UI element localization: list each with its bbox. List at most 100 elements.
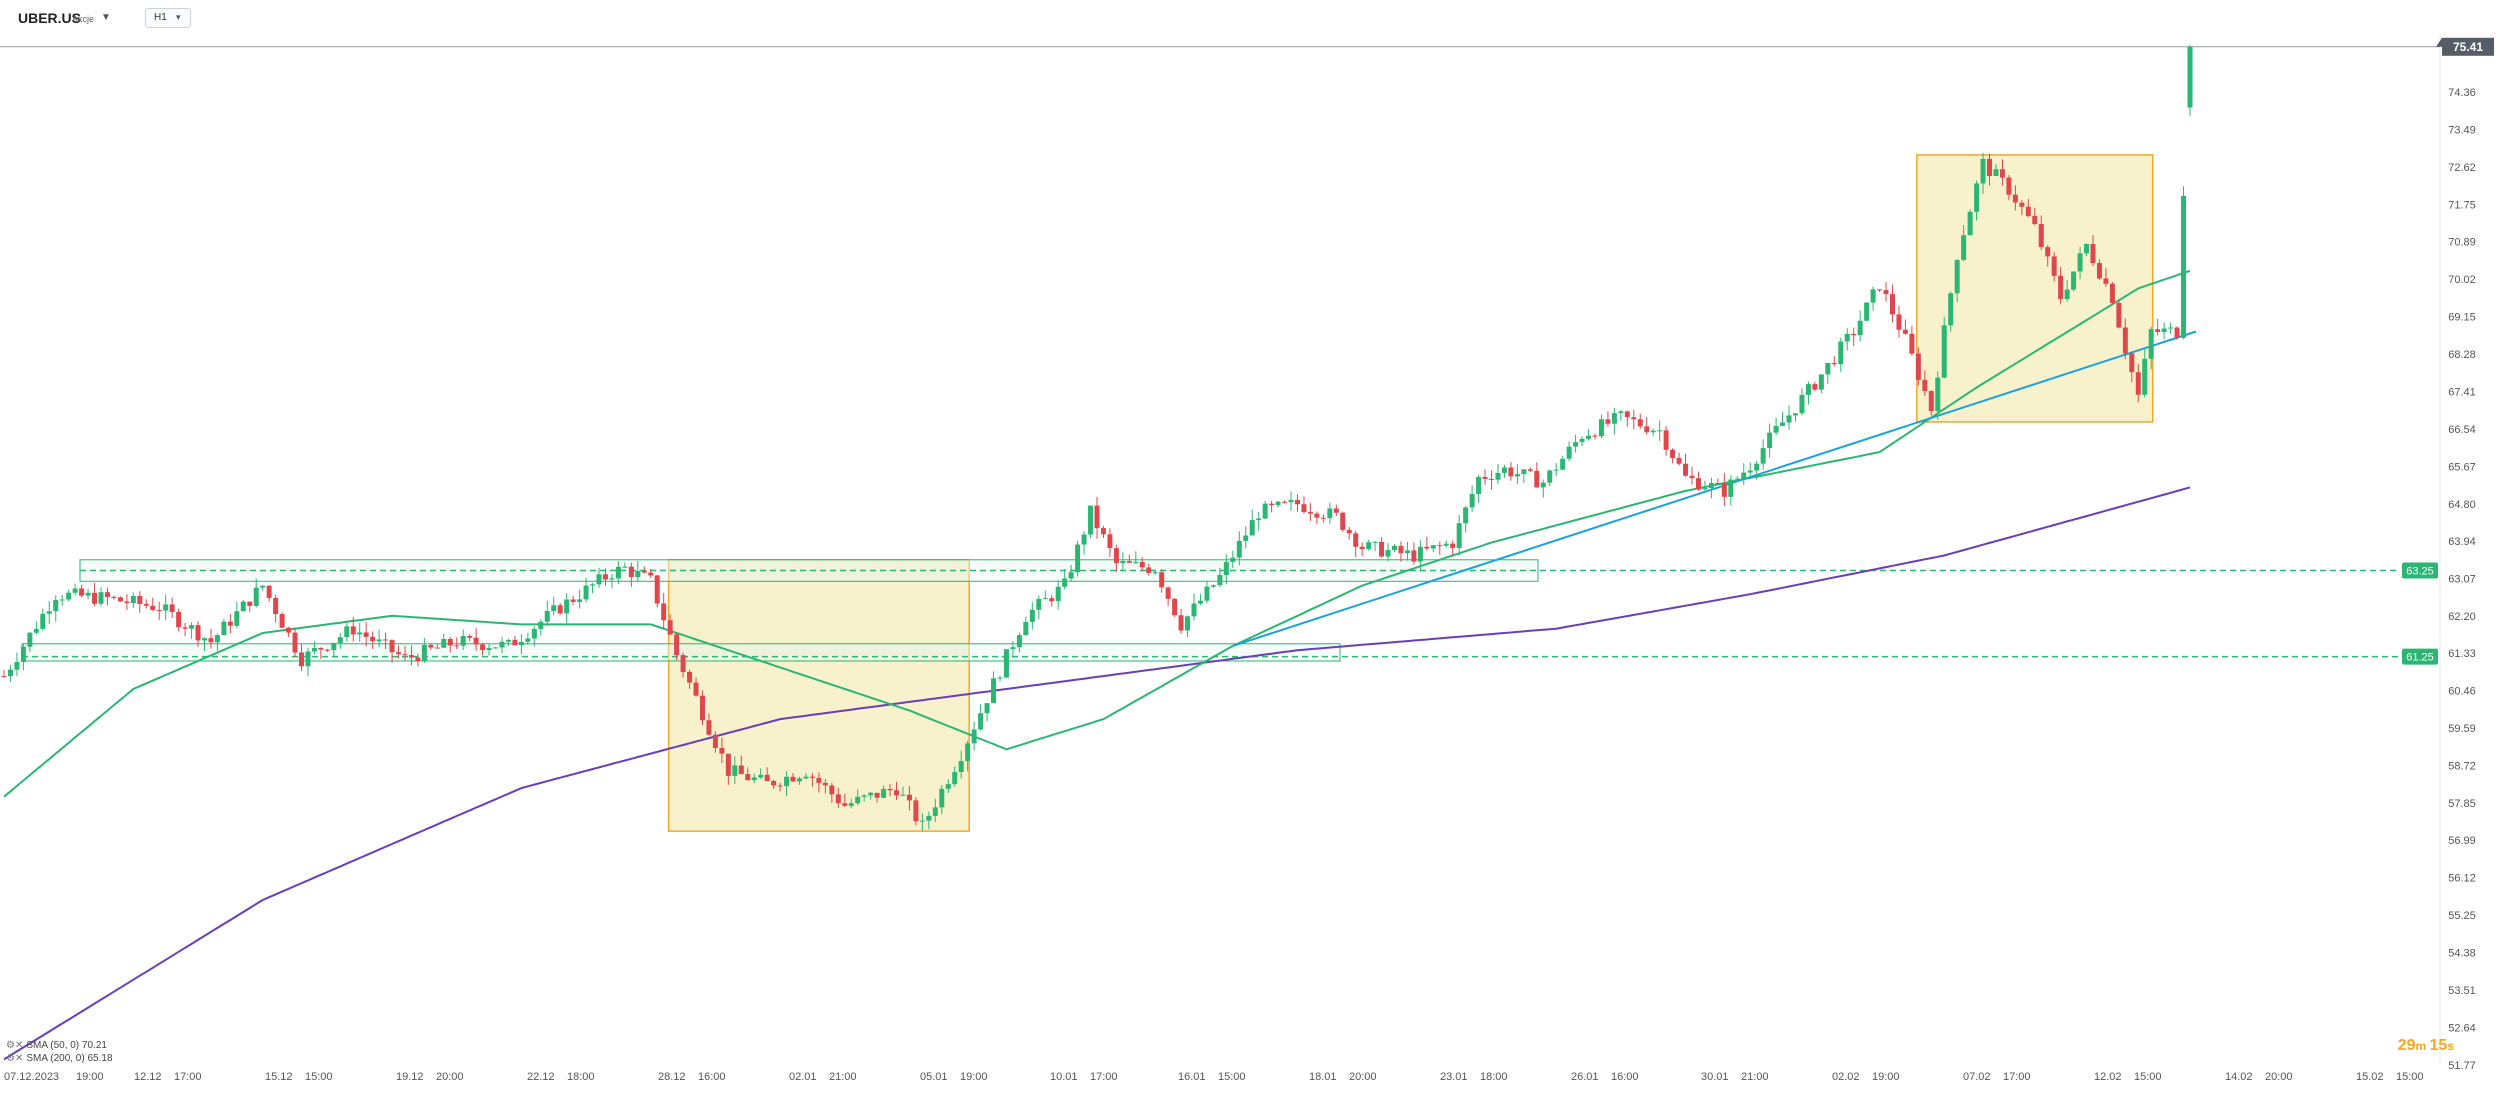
candle-body[interactable] <box>499 641 505 648</box>
candle-body[interactable] <box>906 794 912 801</box>
candle-body[interactable] <box>1644 426 1650 433</box>
candle-body[interactable] <box>2116 302 2122 328</box>
candle-body[interactable] <box>1223 561 1229 575</box>
candle-body[interactable] <box>1288 500 1294 503</box>
candle-body[interactable] <box>661 603 667 621</box>
candle-body[interactable] <box>137 595 143 604</box>
candle-body[interactable] <box>1249 520 1255 536</box>
candle-body[interactable] <box>978 713 984 730</box>
candle-body[interactable] <box>486 648 492 651</box>
candle-body[interactable] <box>1417 546 1423 562</box>
candle-body[interactable] <box>1999 169 2005 178</box>
candle-body[interactable] <box>505 639 511 642</box>
candle-body[interactable] <box>771 781 777 786</box>
candle-body[interactable] <box>881 788 887 798</box>
candle-body[interactable] <box>829 785 835 795</box>
candle-body[interactable] <box>1747 470 1753 473</box>
candle-body[interactable] <box>344 626 350 638</box>
candle-body[interactable] <box>1152 572 1158 574</box>
candle-body[interactable] <box>1113 548 1119 564</box>
candle-body[interactable] <box>1851 333 1857 336</box>
candle-body[interactable] <box>1320 517 1326 519</box>
candle-body[interactable] <box>1469 494 1475 508</box>
consolidation-box[interactable] <box>1916 154 2154 423</box>
candle-body[interactable] <box>1514 474 1520 477</box>
candle-body[interactable] <box>2058 275 2064 300</box>
candle-body[interactable] <box>1133 561 1139 563</box>
candle-body[interactable] <box>1534 470 1540 488</box>
candle-body[interactable] <box>402 654 408 656</box>
candle-body[interactable] <box>1974 183 1980 212</box>
candle-body[interactable] <box>855 796 861 804</box>
candle-body[interactable] <box>1333 508 1339 513</box>
candle-body[interactable] <box>1010 647 1016 650</box>
candle-body[interactable] <box>214 635 220 643</box>
candle-body[interactable] <box>628 566 634 578</box>
candle-body[interactable] <box>2077 253 2083 272</box>
candle-body[interactable] <box>1463 507 1469 524</box>
candle-body[interactable] <box>971 729 977 744</box>
candle-body[interactable] <box>1670 449 1676 459</box>
candle-body[interactable] <box>1780 422 1786 426</box>
candle-body[interactable] <box>1805 384 1811 395</box>
candle-body[interactable] <box>383 639 389 641</box>
candle-body[interactable] <box>1954 259 1960 294</box>
candle-body[interactable] <box>1605 419 1611 424</box>
candle-body[interactable] <box>635 571 641 578</box>
candle-body[interactable] <box>7 669 13 677</box>
candle-body[interactable] <box>266 585 272 598</box>
candle-body[interactable] <box>2148 329 2154 359</box>
candle-body[interactable] <box>984 703 990 714</box>
candle-body[interactable] <box>868 792 874 796</box>
candle-body[interactable] <box>428 644 434 648</box>
candle-body[interactable] <box>544 611 550 622</box>
candle-body[interactable] <box>111 596 117 598</box>
candle-body[interactable] <box>1197 600 1203 604</box>
candle-body[interactable] <box>1902 329 1908 334</box>
candle-body[interactable] <box>1210 585 1216 587</box>
candle-body[interactable] <box>311 648 317 652</box>
indicator-settings-icon[interactable]: ⚙✕ <box>6 1053 24 1064</box>
candle-body[interactable] <box>53 599 59 612</box>
candle-body[interactable] <box>1980 158 1986 184</box>
candle-body[interactable] <box>305 651 311 667</box>
candle-body[interactable] <box>1430 545 1436 549</box>
candle-body[interactable] <box>292 632 298 653</box>
candle-body[interactable] <box>1172 598 1178 616</box>
candle-body[interactable] <box>680 655 686 672</box>
candle-body[interactable] <box>324 649 330 651</box>
candle-body[interactable] <box>764 774 770 782</box>
candle-body[interactable] <box>803 776 809 779</box>
candle-body[interactable] <box>59 599 65 601</box>
candle-body[interactable] <box>1036 598 1042 610</box>
candle-body[interactable] <box>719 747 725 754</box>
candle-body[interactable] <box>602 574 608 580</box>
candle-body[interactable] <box>286 627 292 633</box>
candle-body[interactable] <box>92 592 98 604</box>
candle-body[interactable] <box>874 792 880 798</box>
candle-body[interactable] <box>1159 572 1165 588</box>
candle-body[interactable] <box>1049 598 1055 602</box>
candle-body[interactable] <box>1191 603 1197 617</box>
candle-body[interactable] <box>1029 609 1035 622</box>
candle-body[interactable] <box>1922 379 1928 392</box>
candle-body[interactable] <box>40 613 46 629</box>
candle-body[interactable] <box>1016 635 1022 648</box>
candle-body[interactable] <box>1831 362 1837 365</box>
sr-zone[interactable] <box>79 559 1539 582</box>
candle-body[interactable] <box>1075 544 1081 573</box>
candle-body[interactable] <box>842 803 848 806</box>
candle-body[interactable] <box>2142 358 2148 395</box>
candle-body[interactable] <box>1372 541 1378 543</box>
candle-body[interactable] <box>1521 469 1527 475</box>
candle-body[interactable] <box>1353 533 1359 547</box>
candle-body[interactable] <box>1476 476 1482 495</box>
candle-body[interactable] <box>2155 329 2161 332</box>
candle-body[interactable] <box>1081 534 1087 545</box>
candle-body[interactable] <box>1443 543 1449 546</box>
candle-body[interactable] <box>590 584 596 586</box>
candle-body[interactable] <box>822 782 828 786</box>
candle-body[interactable] <box>751 777 757 781</box>
candle-body[interactable] <box>2051 256 2057 276</box>
candle-body[interactable] <box>2006 177 2012 195</box>
